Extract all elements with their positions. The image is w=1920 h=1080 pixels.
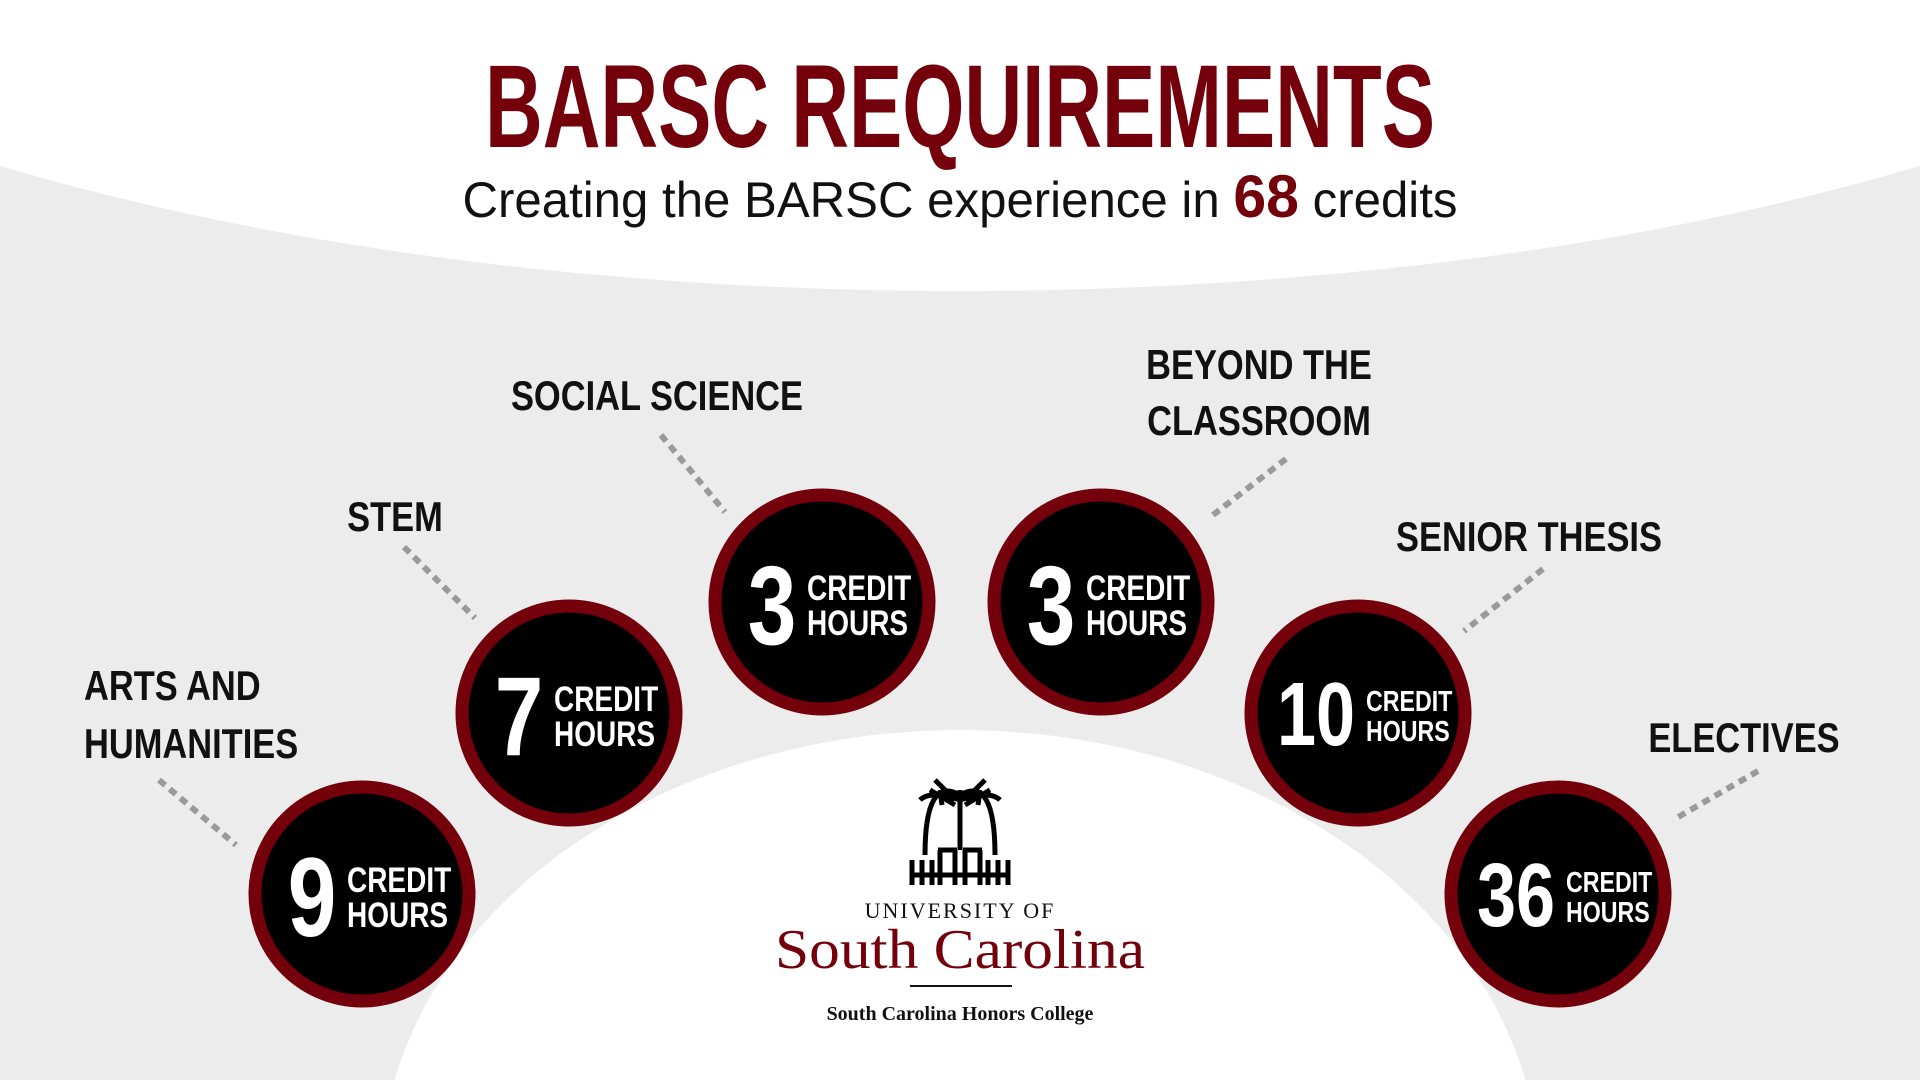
credit-hours-unit: HOURS	[1086, 603, 1187, 643]
logo-university-of: UNIVERSITY OF	[865, 898, 1056, 923]
logo-divider	[910, 985, 1012, 987]
credit-hours-unit: CREDIT	[1086, 568, 1191, 608]
dotted-connector	[658, 433, 728, 514]
palmetto-icon	[909, 778, 1011, 885]
credit-hours-circle	[455, 599, 683, 827]
credit-hours-unit: CREDIT	[1566, 865, 1652, 898]
credit-hours-circle	[708, 488, 936, 716]
requirement-label: ELECTIVES	[1648, 715, 1839, 762]
requirement-label: ARTS AND	[84, 663, 261, 710]
requirement-label: BEYOND THE	[1146, 342, 1372, 389]
credit-hours-unit: CREDIT	[347, 860, 452, 900]
dotted-connector	[1671, 768, 1760, 823]
credit-hours-value: 36	[1477, 846, 1555, 946]
page-title: BARSC REQUIREMENTS	[485, 41, 1435, 173]
credit-hours-unit: CREDIT	[807, 568, 912, 608]
credit-hours-unit: HOURS	[347, 895, 448, 935]
credit-hours-value: 10	[1277, 665, 1355, 765]
credit-hours-circle	[1244, 599, 1472, 827]
credit-hours-circle	[1444, 780, 1672, 1008]
logo-honors-college: South Carolina Honors College	[827, 1003, 1094, 1025]
credit-hours-unit: HOURS	[1366, 714, 1450, 747]
requirement-label: STEM	[347, 494, 443, 541]
credit-hours-value: 9	[288, 836, 337, 961]
dotted-connector	[1462, 566, 1545, 634]
credit-total: 68	[1233, 163, 1299, 230]
requirement-label: SENIOR THESIS	[1396, 514, 1662, 561]
credit-hours-unit: HOURS	[807, 603, 908, 643]
university-logo: UNIVERSITY OF South Carolina South Carol…	[775, 778, 1145, 1025]
top-white-arc	[0, 0, 1920, 292]
dotted-connector	[401, 544, 478, 621]
requirement-label: CLASSROOM	[1147, 398, 1371, 445]
subtitle-text: Creating the BARSC experience in	[463, 172, 1234, 228]
credit-hours-value: 3	[748, 544, 797, 669]
bottom-white-arc	[394, 729, 1526, 1080]
dotted-connector	[157, 777, 238, 848]
subtitle-suffix: credits	[1299, 172, 1458, 228]
dotted-connector	[1207, 456, 1288, 521]
credit-hours-circle	[248, 780, 476, 1008]
requirement-label: HUMANITIES	[84, 721, 298, 768]
credit-hours-value: 7	[495, 655, 544, 780]
page-subtitle: Creating the BARSC experience in 68 cred…	[463, 163, 1458, 230]
credit-hours-circle	[987, 488, 1215, 716]
credit-hours-unit: HOURS	[1566, 895, 1650, 928]
credit-hours-value: 3	[1027, 544, 1076, 669]
logo-south-carolina: South Carolina	[775, 919, 1145, 981]
requirement-label: SOCIAL SCIENCE	[511, 373, 803, 420]
credit-hours-unit: HOURS	[554, 714, 655, 754]
credit-hours-unit: CREDIT	[1366, 684, 1452, 717]
credit-hours-unit: CREDIT	[554, 679, 659, 719]
